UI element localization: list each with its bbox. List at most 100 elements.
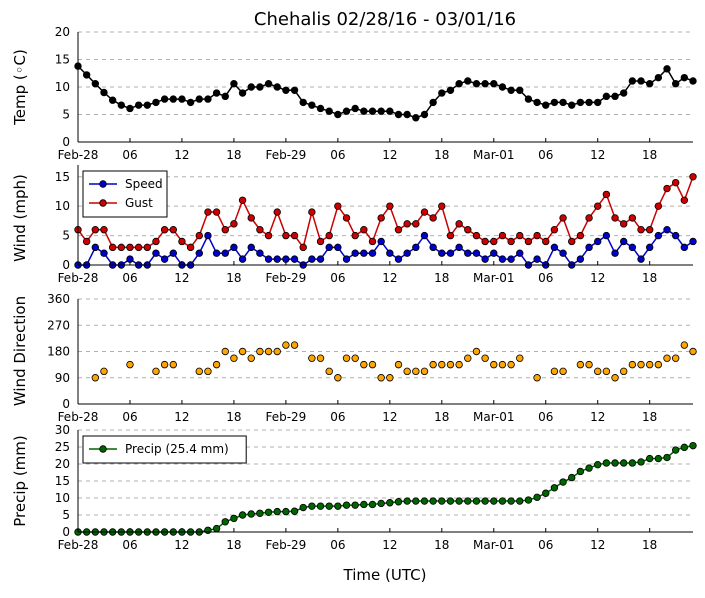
temp-data-point bbox=[516, 86, 524, 94]
temp-data-point bbox=[169, 95, 177, 103]
wind-direction-data-point bbox=[316, 354, 325, 362]
precip-y-tick-label: 25 bbox=[55, 440, 70, 454]
temp-data-point bbox=[680, 73, 689, 82]
wind-direction-data-point bbox=[680, 341, 689, 349]
wind-direction-data-point bbox=[645, 360, 654, 369]
temp-data-point bbox=[481, 79, 489, 88]
wind-series-line bbox=[77, 176, 694, 250]
temp-data-point bbox=[351, 104, 359, 113]
wind-direction-data-point bbox=[498, 360, 507, 369]
temp-x-tick-label: 06 bbox=[538, 148, 553, 162]
temp-data-point bbox=[134, 101, 143, 109]
precip-x-tick-label: 06 bbox=[538, 538, 553, 552]
temp-y-axis-label: Temp (◦C) bbox=[11, 49, 29, 126]
wind-direction-data-point bbox=[273, 347, 281, 356]
temp-x-tick-label: 18 bbox=[434, 148, 449, 162]
wind-data-point bbox=[143, 243, 151, 252]
temp-y-tick-label: 0 bbox=[62, 135, 70, 149]
precip-x-tick-label: 12 bbox=[590, 538, 605, 552]
wind-data-point bbox=[91, 243, 100, 252]
wind-data-point bbox=[238, 196, 247, 204]
wind-direction-data-point bbox=[342, 354, 351, 362]
wind-direction-data-point bbox=[386, 374, 394, 382]
temp-data-point bbox=[290, 86, 299, 94]
wind-data-point bbox=[212, 208, 221, 216]
wind-series-line bbox=[78, 228, 694, 267]
temp-data-point bbox=[230, 79, 238, 88]
wind-data-point bbox=[256, 226, 264, 234]
precip-data-point bbox=[498, 497, 507, 505]
wind-data-point bbox=[420, 231, 429, 240]
precip-data-point bbox=[663, 453, 671, 462]
precip-x-tick-label: Mar-01 bbox=[473, 538, 514, 552]
wind-data-point bbox=[498, 255, 507, 263]
wind-data-point bbox=[100, 249, 108, 257]
wind-legend-box bbox=[82, 170, 168, 218]
wind-data-point bbox=[568, 237, 576, 246]
precip-x-tick-label: 18 bbox=[642, 538, 657, 552]
wind-data-point bbox=[637, 226, 645, 234]
wind-x-tick-label: 12 bbox=[174, 271, 189, 285]
wind-direction-data-point bbox=[221, 347, 229, 356]
wind-data-point bbox=[160, 226, 169, 234]
wind-data-point bbox=[464, 249, 472, 257]
wind-data-point bbox=[204, 231, 212, 240]
wind-direction-x-tick-label: 12 bbox=[174, 410, 189, 424]
temp-data-point bbox=[576, 98, 585, 107]
wind-direction-data-point bbox=[507, 360, 515, 369]
wind-direction-data-point bbox=[420, 367, 429, 376]
wind-data-point bbox=[620, 237, 628, 246]
precip-data-point bbox=[542, 489, 550, 497]
precip-data-point bbox=[342, 501, 351, 509]
wind-direction-data-point bbox=[230, 354, 238, 362]
wind-direction-data-point bbox=[663, 354, 671, 362]
wind-direction-data-point bbox=[671, 354, 680, 362]
precip-data-point bbox=[507, 497, 515, 505]
wind-data-point bbox=[663, 226, 671, 234]
temp-data-point bbox=[108, 96, 117, 104]
wind-data-point bbox=[550, 243, 559, 252]
temp-data-point bbox=[689, 77, 697, 85]
wind-data-point bbox=[524, 237, 533, 246]
wind-direction-data-point bbox=[212, 360, 221, 369]
wind-direction-x-tick-label: Feb-29 bbox=[265, 410, 306, 424]
temp-series-0 bbox=[74, 62, 697, 122]
wind-data-point bbox=[412, 243, 420, 252]
wind-legend: Speed Gust bbox=[82, 170, 168, 218]
precip-data-point bbox=[689, 441, 697, 450]
wind-data-point bbox=[490, 249, 498, 257]
temp-data-point bbox=[126, 104, 134, 113]
wind-series-0 bbox=[74, 226, 697, 269]
precip-data-point bbox=[325, 502, 333, 510]
precip-data-point bbox=[420, 497, 429, 505]
wind-direction-data-point bbox=[377, 374, 385, 382]
precip-data-point bbox=[550, 484, 559, 492]
temp-data-point bbox=[221, 92, 229, 101]
temp-x-tick-label: Mar-01 bbox=[473, 148, 514, 162]
temp-data-point bbox=[282, 86, 290, 94]
temp-data-point bbox=[507, 86, 515, 94]
wind-data-point bbox=[464, 226, 472, 234]
temp-data-point bbox=[247, 83, 255, 91]
wind-data-point bbox=[438, 202, 446, 210]
precip-data-point bbox=[256, 509, 264, 517]
temp-data-point bbox=[91, 79, 100, 88]
wind-y-tick-label: 0 bbox=[62, 258, 70, 272]
wind-data-point bbox=[654, 231, 663, 240]
wind-direction-x-tick-label: 12 bbox=[590, 410, 605, 424]
wind-data-point bbox=[446, 249, 455, 257]
precip-data-point bbox=[455, 497, 463, 505]
precip-data-point bbox=[611, 459, 619, 467]
precip-data-point bbox=[481, 497, 489, 505]
wind-data-point bbox=[325, 243, 333, 252]
precip-data-point bbox=[464, 497, 472, 505]
wind-data-point bbox=[594, 202, 602, 210]
temp-data-point bbox=[628, 77, 637, 85]
wind-data-point bbox=[394, 226, 403, 234]
wind-direction-data-point bbox=[464, 354, 472, 362]
wind-direction-data-point bbox=[238, 347, 247, 356]
wind-direction-x-tick-label: 06 bbox=[330, 410, 345, 424]
precip-data-point bbox=[533, 493, 541, 502]
wind-y-tick-label: 15 bbox=[55, 170, 70, 184]
